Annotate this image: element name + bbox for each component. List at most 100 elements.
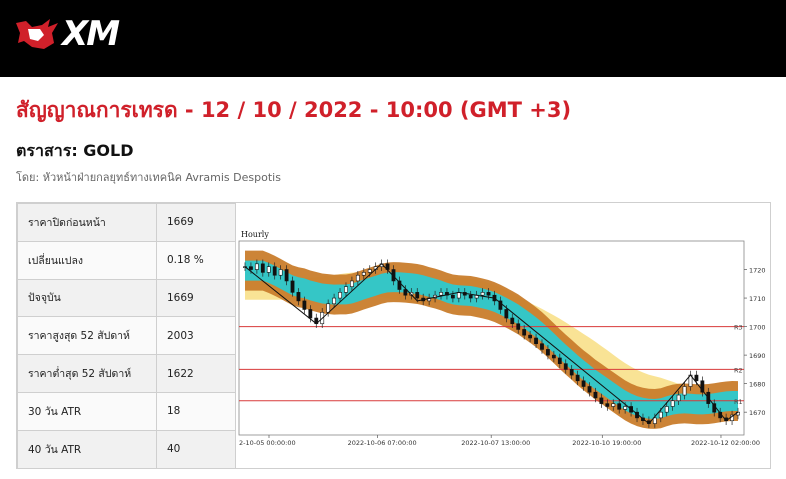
xm-logo[interactable]: XM xyxy=(14,14,120,54)
stat-label: เปลี่ยนแปลง xyxy=(17,240,157,280)
candle-body xyxy=(557,357,562,364)
candle-body xyxy=(302,300,307,310)
candle-body xyxy=(569,369,574,376)
candle-body xyxy=(617,403,622,410)
stats-row: ราคาต่ำสุด 52 สัปดาห์ 1622 xyxy=(17,354,236,393)
y-tick-label: 1720 xyxy=(749,267,766,275)
candle-body xyxy=(670,400,675,407)
stats-table: ราคาปิดก่อนหน้า 1669 เปลี่ยนแปลง 0.18 % ปัจจ… xyxy=(17,203,236,469)
stat-value: 40 xyxy=(156,429,236,469)
signal-panel: ราคาปิดก่อนหน้า 1669 เปลี่ยนแปลง 0.18 % ปัจจ… xyxy=(16,202,771,469)
candle-body xyxy=(326,303,331,313)
candle-body xyxy=(563,363,568,370)
stat-label: 40 วัน ATR xyxy=(17,429,157,469)
instrument-label: ตราสาร: GOLD xyxy=(16,141,134,160)
candle-body xyxy=(260,263,265,273)
candle-body xyxy=(504,309,509,319)
candle-body xyxy=(599,397,604,404)
candle-body xyxy=(682,386,687,396)
candle-body xyxy=(486,292,491,296)
candle-body xyxy=(266,266,271,273)
candle-body xyxy=(296,292,301,302)
candle-body xyxy=(498,300,503,310)
stat-value: 2003 xyxy=(156,316,236,356)
candle-body xyxy=(522,329,527,336)
candle-body xyxy=(338,292,342,299)
candle-body xyxy=(700,380,705,393)
stats-row: ราคาสูงสุด 52 สัปดาห์ 2003 xyxy=(17,316,236,356)
candle-body xyxy=(254,263,259,270)
candle-body xyxy=(611,403,616,407)
candle-body xyxy=(367,269,372,273)
candle-body xyxy=(272,266,277,276)
page-title: สัญญาณการเทรด - 12 / 10 / 2022 - 10:00 (… xyxy=(16,98,572,122)
candle-body xyxy=(581,380,586,387)
stats-row: ราคาปิดก่อนหน้า 1669 xyxy=(17,203,236,242)
level-label-r3: R3 xyxy=(734,324,743,332)
stat-label: ราคาสูงสุด 52 สัปดาห์ xyxy=(17,316,157,356)
stat-value: 1669 xyxy=(156,203,236,242)
stats-row: 40 วัน ATR 40 xyxy=(17,429,236,469)
candle-body xyxy=(652,417,657,424)
candle-body xyxy=(439,292,443,296)
top-bar: XM xyxy=(0,0,786,77)
candle-body xyxy=(551,354,556,359)
candle-body xyxy=(450,294,455,299)
y-tick-label: 1680 xyxy=(749,381,766,389)
stat-value: 1622 xyxy=(156,354,236,393)
candle-body xyxy=(249,266,253,270)
candle-body xyxy=(658,411,663,419)
candle-body xyxy=(361,272,366,276)
candle-body xyxy=(546,349,550,356)
candle-body xyxy=(593,391,598,399)
stats-row: 30 วัน ATR 18 xyxy=(17,391,236,431)
candle-body xyxy=(332,297,336,305)
chart-svg: R3 R2 R1 1670 1680 1690 1700 1710 1720 2-10-05 00… xyxy=(238,230,766,447)
stat-value: 0.18 % xyxy=(156,240,236,280)
candle-body xyxy=(587,386,592,393)
candle-body xyxy=(290,280,295,293)
x-tick-label: 2022-10-10 19:00:00 xyxy=(572,439,641,447)
xm-bull-logo-icon xyxy=(16,19,58,49)
candle-body xyxy=(456,292,461,299)
stat-label: ราคาต่ำสุด 52 สัปดาห์ xyxy=(17,354,157,393)
level-label-r1: R1 xyxy=(734,398,743,406)
x-tick-label: 2-10-05 00:00:00 xyxy=(239,439,296,447)
candle-body xyxy=(516,323,521,330)
candle-body xyxy=(415,292,420,299)
candle-body xyxy=(664,406,669,413)
candle-body xyxy=(694,374,699,382)
stats-row: เปลี่ยนแปลง 0.18 % xyxy=(17,240,236,280)
candle-body xyxy=(397,280,402,290)
level-label-r2: R2 xyxy=(734,366,743,374)
candle-body xyxy=(278,269,283,276)
candle-body xyxy=(355,274,360,282)
y-tick-label: 1700 xyxy=(749,324,766,332)
inner-band xyxy=(245,260,738,419)
candle-body xyxy=(510,317,515,325)
stat-label: ราคาปิดก่อนหน้า xyxy=(17,203,157,242)
stat-label: ปัจจุบัน xyxy=(17,278,157,318)
stat-value: 18 xyxy=(156,391,236,431)
candle-body xyxy=(308,309,313,319)
candle-body xyxy=(403,289,408,296)
author-byline: โดย: หัวหน้าฝ่ายกลยุทธ์ทางเทคนิค Avramis… xyxy=(16,171,281,184)
stat-value: 1669 xyxy=(156,278,236,318)
candle-body xyxy=(284,269,289,282)
candle-body xyxy=(605,403,610,407)
y-tick-label: 1670 xyxy=(749,409,766,417)
y-tick-label: 1690 xyxy=(749,352,766,360)
candle-body xyxy=(534,337,538,345)
timeframe-label: Hourly xyxy=(241,230,269,239)
candle-body xyxy=(344,286,348,293)
candle-body xyxy=(575,374,580,382)
candle-body xyxy=(528,334,533,339)
zigzag-line xyxy=(244,263,739,425)
candle-body xyxy=(676,394,681,402)
y-tick-label: 1710 xyxy=(749,295,766,303)
candle-body xyxy=(623,406,628,410)
candle-body xyxy=(391,269,396,282)
candle-body xyxy=(480,292,485,296)
x-tick-label: 2022-10-06 07:00:00 xyxy=(348,439,417,447)
logo-wordmark: XM xyxy=(62,14,120,54)
